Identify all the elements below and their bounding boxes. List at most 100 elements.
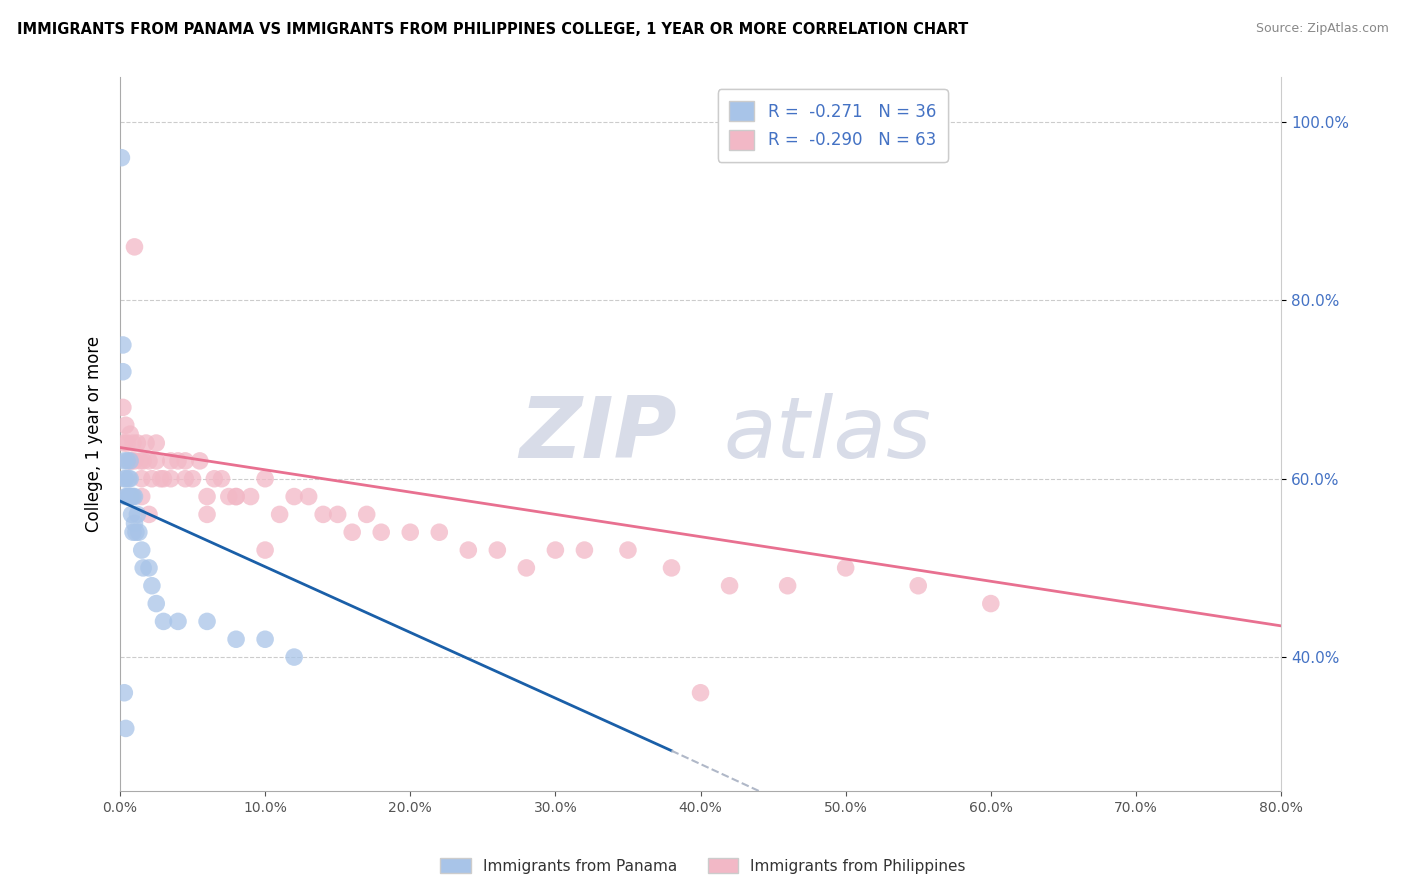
Point [118,472,141,486]
Point [356,508,378,522]
Text: ZIP: ZIP [520,392,678,475]
Point [326,508,349,522]
Point [718,579,741,593]
Point [124,490,146,504]
Point [114,722,136,736]
Point [138,454,160,468]
Point [159,454,181,468]
Point [111,365,134,379]
Point [218,490,240,504]
Point [776,579,799,593]
Point [131,543,153,558]
Point [128,525,150,540]
Point [544,543,567,558]
Point [132,561,155,575]
Point [138,561,160,575]
Point [120,472,142,486]
Point [121,490,143,504]
Point [141,472,163,486]
Point [617,543,640,558]
Point [112,436,135,450]
Point [145,597,167,611]
Point [132,454,155,468]
Point [167,454,190,468]
Point [225,490,247,504]
Point [195,615,218,629]
Point [127,436,149,450]
Point [114,418,136,433]
Point [121,508,143,522]
Point [254,472,277,486]
Point [181,472,204,486]
Point [661,561,683,575]
Point [152,472,174,486]
Point [486,543,509,558]
Point [124,240,146,254]
Point [115,454,138,468]
Point [122,490,145,504]
Point [111,401,134,415]
Point [211,472,233,486]
Point [370,525,392,540]
Point [111,338,134,352]
Point [195,508,218,522]
Point [121,454,143,468]
Point [129,454,152,468]
Point [120,427,142,442]
Point [225,490,247,504]
Point [340,525,363,540]
Point [907,579,929,593]
Point [135,436,157,450]
Point [283,650,305,665]
Point [174,472,197,486]
Point [115,490,138,504]
Legend: Immigrants from Panama, Immigrants from Philippines: Immigrants from Panama, Immigrants from … [434,852,972,880]
Point [283,490,305,504]
Point [202,472,225,486]
Point [114,472,136,486]
Point [110,151,132,165]
Point [149,472,172,486]
Point [159,472,181,486]
Point [298,490,321,504]
Point [427,525,450,540]
Point [239,490,262,504]
Point [188,454,211,468]
Point [834,561,856,575]
Point [118,454,141,468]
Point [269,508,291,522]
Point [457,543,479,558]
Legend: R =  -0.271   N = 36, R =  -0.290   N = 63: R = -0.271 N = 36, R = -0.290 N = 63 [717,89,948,161]
Point [124,454,146,468]
Y-axis label: College, 1 year or more: College, 1 year or more [86,336,103,533]
Point [127,508,149,522]
Point [145,454,167,468]
Text: IMMIGRANTS FROM PANAMA VS IMMIGRANTS FROM PHILIPPINES COLLEGE, 1 YEAR OR MORE CO: IMMIGRANTS FROM PANAMA VS IMMIGRANTS FRO… [17,22,969,37]
Point [312,508,335,522]
Point [122,525,145,540]
Text: atlas: atlas [724,392,932,475]
Point [167,615,190,629]
Point [152,615,174,629]
Point [115,436,138,450]
Point [118,490,141,504]
Text: Source: ZipAtlas.com: Source: ZipAtlas.com [1256,22,1389,36]
Point [574,543,596,558]
Point [141,579,163,593]
Point [112,454,135,468]
Point [112,686,135,700]
Point [254,632,277,647]
Point [125,525,148,540]
Point [138,508,160,522]
Point [131,472,153,486]
Point [120,490,142,504]
Point [980,597,1002,611]
Point [124,516,146,531]
Point [399,525,422,540]
Point [174,454,197,468]
Point [689,686,711,700]
Point [254,543,277,558]
Point [120,454,142,468]
Point [122,436,145,450]
Point [131,490,153,504]
